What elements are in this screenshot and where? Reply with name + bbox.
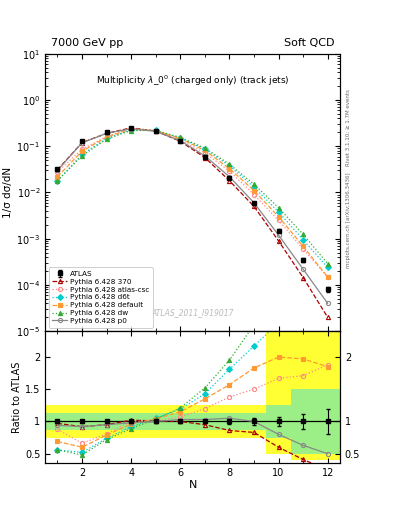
Pythia 6.428 default	[252, 187, 256, 194]
Pythia 6.428 atlas-csc	[252, 191, 256, 198]
Pythia 6.428 d6t	[252, 184, 256, 190]
Pythia 6.428 default	[276, 214, 281, 220]
Pythia 6.428 d6t	[325, 264, 330, 270]
Pythia 6.428 dw	[301, 231, 305, 238]
Pythia 6.428 atlas-csc	[325, 274, 330, 280]
Pythia 6.428 default	[227, 165, 232, 172]
Pythia 6.428 p0	[202, 153, 207, 159]
Pythia 6.428 d6t	[153, 127, 158, 134]
Pythia 6.428 dw	[55, 178, 60, 184]
Pythia 6.428 p0	[153, 129, 158, 135]
Text: Rivet 3.1.10; ≥ 1.7M events: Rivet 3.1.10; ≥ 1.7M events	[346, 90, 351, 166]
Pythia 6.428 atlas-csc	[55, 169, 60, 175]
Pythia 6.428 dw	[129, 127, 134, 134]
Bar	[291, 318, 340, 460]
Pythia 6.428 370	[227, 178, 232, 184]
Pythia 6.428 atlas-csc	[104, 134, 109, 140]
Text: ATLAS_2011_I919017: ATLAS_2011_I919017	[151, 308, 234, 317]
Pythia 6.428 d6t	[55, 178, 60, 184]
Line: Pythia 6.428 p0: Pythia 6.428 p0	[55, 126, 330, 306]
Pythia 6.428 default	[80, 148, 84, 154]
Pythia 6.428 p0	[55, 167, 60, 174]
Pythia 6.428 d6t	[301, 237, 305, 243]
Pythia 6.428 370	[129, 125, 134, 131]
Pythia 6.428 370	[252, 203, 256, 209]
Pythia 6.428 atlas-csc	[202, 150, 207, 156]
Bar	[266, 406, 291, 438]
Pythia 6.428 370	[55, 167, 60, 173]
Pythia 6.428 p0	[80, 140, 84, 146]
Pythia 6.428 d6t	[276, 209, 281, 215]
Pythia 6.428 dw	[227, 161, 232, 167]
Bar	[291, 389, 340, 454]
Pythia 6.428 p0	[276, 232, 281, 238]
Pythia 6.428 default	[325, 274, 330, 280]
Pythia 6.428 default	[202, 147, 207, 154]
Pythia 6.428 atlas-csc	[178, 137, 183, 143]
Pythia 6.428 p0	[301, 266, 305, 272]
Pythia 6.428 dw	[325, 261, 330, 267]
Y-axis label: Ratio to ATLAS: Ratio to ATLAS	[12, 361, 22, 433]
Pythia 6.428 dw	[153, 127, 158, 134]
Pythia 6.428 d6t	[104, 135, 109, 141]
Pythia 6.428 p0	[227, 174, 232, 180]
Pythia 6.428 370	[178, 138, 183, 144]
Pythia 6.428 dw	[252, 181, 256, 187]
Pythia 6.428 dw	[104, 136, 109, 142]
Pythia 6.428 d6t	[202, 146, 207, 153]
Pythia 6.428 default	[153, 127, 158, 134]
Pythia 6.428 370	[202, 155, 207, 161]
Pythia 6.428 370	[301, 274, 305, 281]
Text: 7000 GeV pp: 7000 GeV pp	[51, 38, 123, 48]
Pythia 6.428 p0	[252, 200, 256, 206]
Pythia 6.428 default	[301, 243, 305, 249]
Pythia 6.428 370	[80, 139, 84, 145]
Line: Pythia 6.428 dw: Pythia 6.428 dw	[55, 129, 330, 266]
Y-axis label: 1/σ dσ/dN: 1/σ dσ/dN	[4, 167, 13, 218]
Pythia 6.428 atlas-csc	[153, 128, 158, 134]
Pythia 6.428 dw	[80, 153, 84, 159]
Pythia 6.428 370	[325, 314, 330, 321]
Pythia 6.428 d6t	[227, 163, 232, 169]
Bar	[45, 406, 266, 438]
Bar	[45, 413, 266, 430]
Line: Pythia 6.428 default: Pythia 6.428 default	[55, 127, 330, 279]
Pythia 6.428 atlas-csc	[129, 125, 134, 132]
Bar	[266, 325, 291, 454]
Pythia 6.428 p0	[178, 138, 183, 144]
Pythia 6.428 default	[104, 134, 109, 140]
Legend: ATLAS, Pythia 6.428 370, Pythia 6.428 atlas-csc, Pythia 6.428 d6t, Pythia 6.428 : ATLAS, Pythia 6.428 370, Pythia 6.428 at…	[49, 267, 153, 328]
Line: Pythia 6.428 atlas-csc: Pythia 6.428 atlas-csc	[55, 126, 330, 279]
Pythia 6.428 default	[55, 174, 60, 180]
Pythia 6.428 dw	[202, 145, 207, 151]
Pythia 6.428 atlas-csc	[227, 168, 232, 174]
Pythia 6.428 d6t	[129, 127, 134, 133]
Text: Soft QCD: Soft QCD	[284, 38, 334, 48]
Text: Multiplicity $\lambda\_0^0$ (charged only) (track jets): Multiplicity $\lambda\_0^0$ (charged onl…	[96, 73, 289, 88]
Pythia 6.428 atlas-csc	[276, 217, 281, 223]
Pythia 6.428 p0	[129, 125, 134, 132]
Pythia 6.428 p0	[325, 301, 330, 307]
Pythia 6.428 default	[129, 126, 134, 132]
Line: Pythia 6.428 d6t: Pythia 6.428 d6t	[55, 128, 330, 269]
Pythia 6.428 atlas-csc	[80, 146, 84, 153]
Pythia 6.428 370	[104, 130, 109, 136]
Pythia 6.428 370	[153, 128, 158, 134]
Pythia 6.428 dw	[276, 205, 281, 211]
Text: mcplots.cern.ch [arXiv:1306.3436]: mcplots.cern.ch [arXiv:1306.3436]	[346, 173, 351, 268]
Pythia 6.428 atlas-csc	[301, 246, 305, 252]
Pythia 6.428 370	[276, 238, 281, 244]
Line: Pythia 6.428 370: Pythia 6.428 370	[55, 126, 330, 319]
Pythia 6.428 default	[178, 136, 183, 142]
Pythia 6.428 dw	[178, 134, 183, 140]
Pythia 6.428 p0	[104, 130, 109, 136]
Pythia 6.428 d6t	[80, 151, 84, 157]
X-axis label: N: N	[188, 480, 197, 489]
Pythia 6.428 d6t	[178, 135, 183, 141]
